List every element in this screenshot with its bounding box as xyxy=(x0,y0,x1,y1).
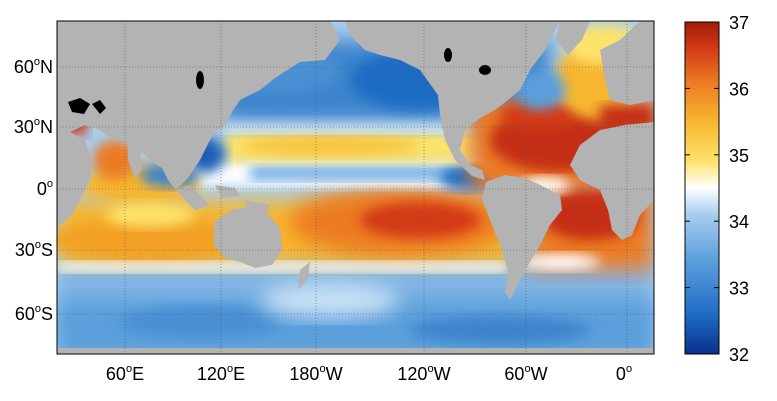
colorbar-tick-label: 32 xyxy=(729,345,749,365)
lon-tick-120w: 120oW xyxy=(397,363,450,384)
lat-tick-labels: 60oN 30oN 0o 30oS 60oS xyxy=(14,56,53,324)
colorbar-tick-label: 36 xyxy=(729,79,749,99)
land-masses xyxy=(57,21,654,354)
lat-tick-30n: 30oN xyxy=(14,116,53,137)
colorbar-tick-label: 35 xyxy=(729,146,749,166)
lakes xyxy=(68,48,491,114)
lat-tick-60s: 60oS xyxy=(15,303,53,324)
colorbar: 37 36 35 34 33 32 xyxy=(684,13,749,365)
lon-tick-60w: 60oW xyxy=(504,363,547,384)
lat-tick-30s: 30oS xyxy=(15,239,53,260)
salinity-field xyxy=(57,21,654,354)
colorbar-tick-label: 34 xyxy=(729,212,749,232)
colorbar-gradient xyxy=(684,21,720,355)
lat-tick-60n: 60oN xyxy=(14,56,53,77)
colorbar-tick-label: 37 xyxy=(729,13,749,33)
lon-tick-120e: 120oE xyxy=(197,363,245,384)
lon-tick-labels: 60oE 120oE 180oW 120oW 60oW 0o xyxy=(106,363,632,384)
lon-tick-0: 0o xyxy=(616,363,632,384)
colorbar-tick-label: 33 xyxy=(729,279,749,299)
lat-tick-0: 0o xyxy=(37,178,53,199)
map-frame xyxy=(56,20,655,355)
lon-tick-60e: 60oE xyxy=(106,363,144,384)
colorbar-ticks: 37 36 35 34 33 32 xyxy=(685,13,749,365)
gridlines xyxy=(57,21,654,354)
lon-tick-180w: 180oW xyxy=(289,363,342,384)
